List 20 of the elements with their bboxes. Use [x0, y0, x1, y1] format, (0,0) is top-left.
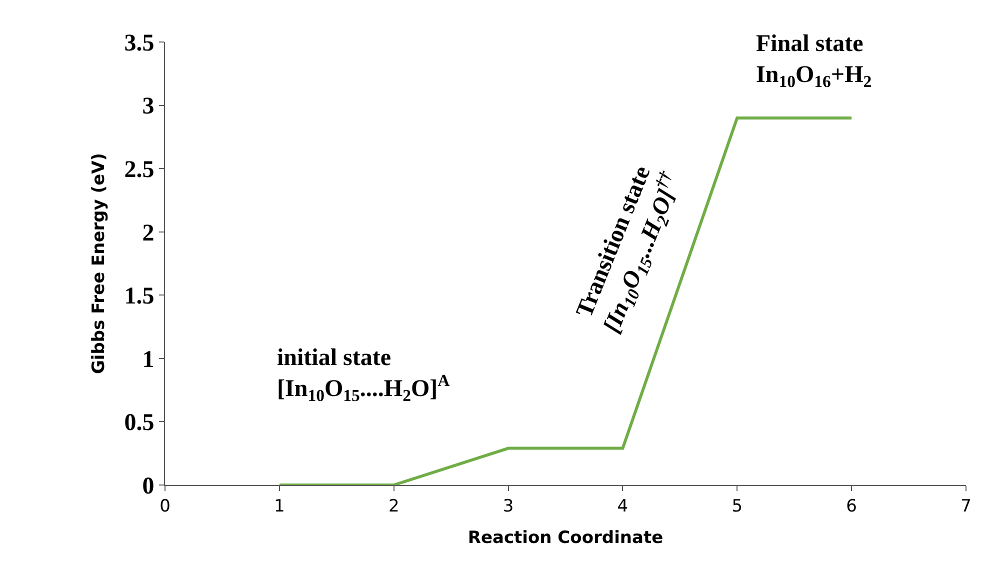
x-tick-label: 7 [960, 496, 972, 516]
x-tick-label: 3 [502, 496, 514, 516]
x-tick-label: 0 [160, 496, 170, 516]
y-tick-label: 3 [142, 94, 154, 120]
x-tick-label: 2 [388, 496, 400, 516]
y-tick-label: 0 [142, 473, 154, 500]
x-tick-label: 1 [274, 496, 285, 516]
x-tick-label: 5 [732, 496, 743, 516]
text: initial state [In$_{10}$O$_{15}$....H$_{2}$O]$^{A}$ [277, 345, 450, 406]
y-tick-label: 2 [142, 220, 154, 246]
y-tick-label: 0.5 [124, 410, 154, 436]
y-axis-title: Gibbs Free Energy (eV) [88, 152, 109, 374]
y-tick-label: 1 [142, 346, 154, 373]
annotation: Final state In$_{10}$O$_{16}$+H$_{2}$ [756, 31, 872, 92]
x-tick-label: 4 [617, 496, 628, 516]
y-tick-label: 2.5 [124, 156, 154, 183]
x-tick-label: 6 [846, 496, 857, 516]
y-tick-label: 1.5 [124, 284, 154, 310]
x-axis-title: Reaction Coordinate [468, 528, 664, 548]
y-tick-label: 3.5 [124, 30, 154, 56]
